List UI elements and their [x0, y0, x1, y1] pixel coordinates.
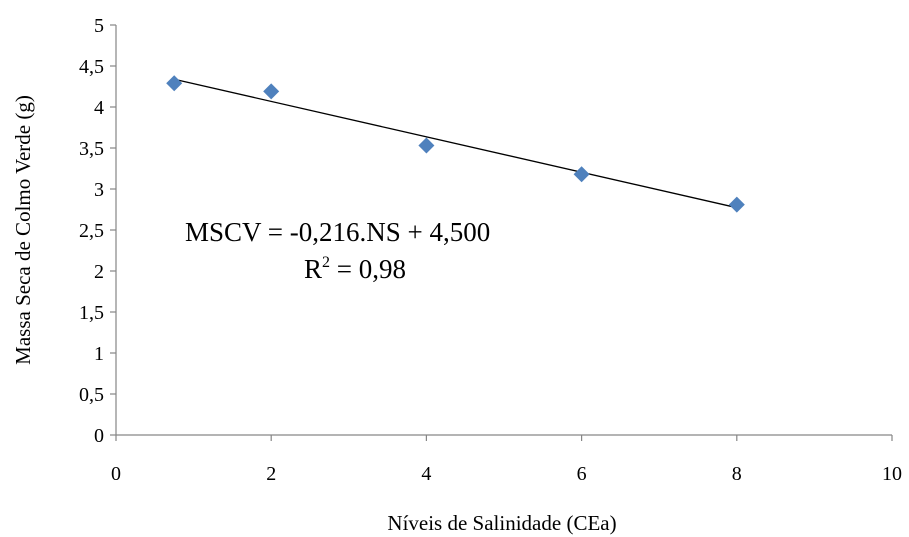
data-points: [166, 75, 745, 213]
y-axis-title: Massa Seca de Colmo Verde (g): [11, 95, 35, 365]
y-tick-label: 4: [94, 97, 104, 119]
trendline-path: [174, 78, 737, 209]
y-tick-label: 1,5: [79, 302, 104, 324]
y-tick-label: 0,5: [79, 384, 104, 406]
r-squared-value: = 0,98: [330, 254, 406, 284]
y-axis-ticks: 0 0,5 1 1,5 2 2,5 3 3,5 4 4,5 5: [79, 15, 116, 447]
y-tick-label: 3: [94, 179, 104, 201]
data-point: [728, 196, 745, 213]
x-axis-ticks: 0 2 4 6 8 10: [111, 435, 902, 485]
x-tick-label: 10: [882, 463, 902, 485]
x-axis-title: Níveis de Salinidade (CEa): [387, 511, 616, 535]
r-squared-prefix: R: [304, 254, 322, 284]
y-tick-label: 5: [94, 15, 104, 37]
equation-label: MSCV = -0,216.NS + 4,500: [185, 217, 490, 247]
data-point: [418, 137, 435, 154]
y-tick-label: 2: [94, 261, 104, 283]
r-squared-label: R2 = 0,98: [304, 254, 406, 284]
y-tick-label: 2,5: [79, 220, 104, 242]
data-point: [263, 83, 280, 100]
data-point: [166, 75, 183, 92]
x-tick-label: 0: [111, 463, 121, 485]
x-tick-label: 6: [577, 463, 587, 485]
y-tick-label: 3,5: [79, 138, 104, 160]
x-tick-label: 8: [732, 463, 742, 485]
y-tick-label: 0: [94, 425, 104, 447]
data-point: [573, 166, 590, 183]
x-tick-label: 4: [421, 463, 431, 485]
x-tick-label: 2: [266, 463, 276, 485]
r-squared-superscript: 2: [322, 254, 330, 271]
y-tick-label: 1: [94, 343, 104, 365]
trendline: [174, 78, 737, 209]
y-tick-label: 4,5: [79, 56, 104, 78]
